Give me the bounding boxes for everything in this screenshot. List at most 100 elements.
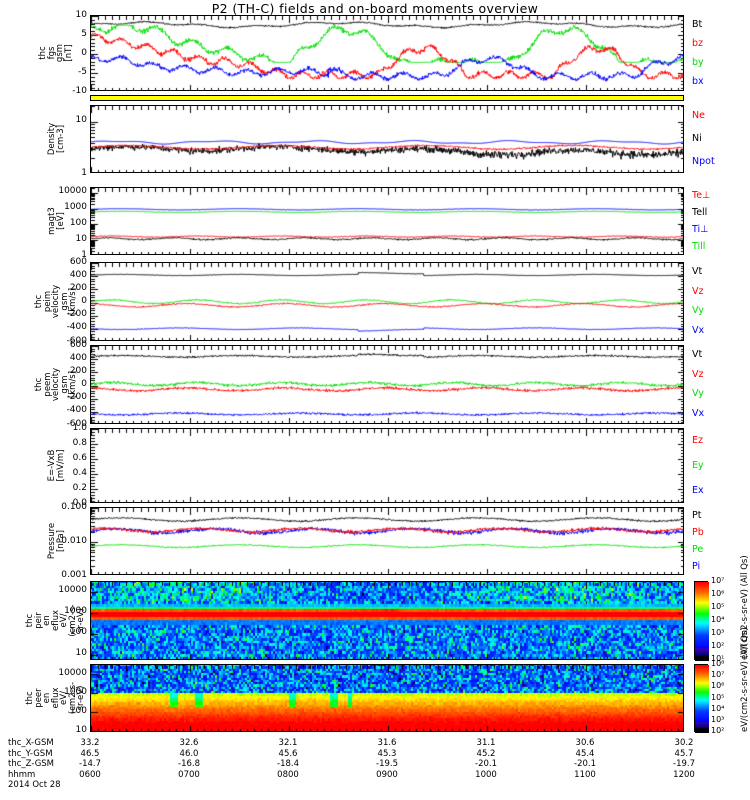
peer-colorbar-canvas — [695, 665, 709, 733]
panel-efield-canvas — [91, 429, 683, 502]
xaxis-rowlabel-thc_X-GSM: thc_X-GSM — [8, 738, 54, 748]
colorbar-tick-1-4: 10⁴ — [711, 703, 725, 713]
legend-magt3-Till: Till — [692, 240, 706, 252]
legend-peim_velocity-Vx: Vx — [692, 325, 705, 337]
panel-pressure — [90, 507, 684, 575]
colorbar-tick-1-3: 10⁵ — [711, 692, 725, 702]
legend-magt3-Tell: Tell — [692, 206, 708, 218]
ytick-peer_spec-2: 100 — [69, 705, 87, 716]
ytick-peem_velocity-6: -600 — [66, 418, 87, 429]
legend-fgs-bz: bz — [692, 37, 704, 49]
legend-density-Ne: Ne — [692, 110, 705, 122]
ytick-peim_velocity-4: -200 — [66, 309, 87, 320]
panel-magt3 — [90, 187, 684, 255]
colorbar-tick-1-1: 10⁷ — [711, 670, 725, 680]
xaxis-rowlabel-thc_Z-GSM: thc_Z-GSM — [8, 759, 55, 769]
xaxis-value-thc_X-GSM-2: 32.1 — [278, 738, 298, 748]
colorbar-tick-0-0: 10⁷ — [711, 576, 725, 585]
xaxis-value-thc_Y-GSM-5: 45.4 — [575, 748, 595, 759]
legend-peim_velocity-Vt: Vt — [692, 265, 703, 277]
ytick-peer_spec-3: 10 — [75, 724, 87, 735]
xaxis-value-thc_Y-GSM-2: 45.6 — [278, 748, 298, 759]
panel-peim_velocity-canvas — [91, 263, 683, 340]
xaxis-value-thc_X-GSM-6: 30.2 — [674, 738, 694, 748]
ytick-peem_velocity-3: 0 — [81, 379, 87, 389]
xaxis-value-thc_Y-GSM-4: 45.2 — [476, 748, 496, 759]
legend-peem_velocity-Vy: Vy — [692, 388, 704, 400]
xaxis-date-label: 2014 Oct 28 — [8, 780, 61, 790]
legend-pressure-Pb: Pb — [692, 526, 704, 538]
xaxis-rowlabel-hhmm: hhmm — [8, 769, 36, 780]
ytick-peem_velocity-2: 200 — [69, 365, 87, 376]
ytick-peer_spec-1: 1000 — [64, 686, 87, 697]
colorbar-label-1: eV/(cm2-s-sr-eV) (All Qs) — [740, 627, 750, 732]
ylabel-density: Density [cm-3] — [46, 122, 66, 156]
xaxis-value-hhmm-2: 0800 — [277, 769, 299, 780]
data-availability-bar — [90, 95, 684, 101]
panel-peer_spec — [90, 664, 684, 732]
panel-fgs — [90, 15, 684, 91]
xaxis-value-thc_X-GSM-4: 31.1 — [476, 738, 496, 748]
ytick-peem_velocity-5: -400 — [66, 405, 87, 416]
ytick-fgs-1: 5 — [81, 28, 87, 39]
page-title: P2 (TH-C) fields and on-board moments ov… — [211, 1, 539, 16]
colorbar-tick-0-1: 10⁶ — [711, 589, 725, 598]
xaxis-value-thc_Z-GSM-6: -19.7 — [673, 759, 695, 769]
colorbar-peir-colorbar — [694, 581, 709, 661]
xaxis-value-thc_Z-GSM-3: -19.5 — [376, 759, 398, 769]
ytick-peem_velocity-1: 400 — [69, 352, 87, 363]
panel-peem_velocity — [90, 345, 684, 424]
ytick-peir_spec-2: 100 — [69, 627, 87, 638]
xaxis-value-hhmm-6: 1200 — [673, 769, 695, 780]
ytick-peim_velocity-5: -400 — [66, 322, 87, 333]
xaxis-rowlabel-thc_Y-GSM: thc_Y-GSM — [8, 748, 53, 759]
ytick-peem_velocity-4: -200 — [66, 392, 87, 403]
legend-peem_velocity-Vx: Vx — [692, 408, 705, 420]
legend-fgs-by: by — [692, 56, 704, 68]
panel-density-canvas — [91, 106, 683, 172]
ytick-fgs-2: 0 — [81, 47, 87, 58]
ytick-fgs-3: -5 — [78, 66, 87, 77]
legend-peim_velocity-Vy: Vy — [692, 305, 704, 317]
panel-efield — [90, 428, 684, 503]
colorbar-peer-colorbar — [694, 664, 709, 733]
xaxis-value-thc_X-GSM-1: 32.6 — [179, 738, 199, 748]
ytick-peim_velocity-0: 600 — [69, 256, 87, 267]
ytick-efield-3: 0.4 — [72, 467, 87, 478]
panel-peir_spec — [90, 581, 684, 660]
xaxis-value-hhmm-0: 0600 — [79, 769, 101, 780]
ytick-magt3-2: 100 — [69, 217, 87, 228]
xaxis-value-thc_Z-GSM-1: -16.8 — [178, 759, 200, 769]
colorbar-tick-0-5: 10² — [711, 641, 725, 650]
ytick-magt3-3: 10 — [75, 233, 87, 244]
colorbar-tick-1-6: 10² — [711, 726, 725, 735]
xaxis-value-hhmm-4: 1000 — [475, 769, 497, 780]
colorbar-tick-0-2: 10⁵ — [711, 602, 725, 611]
panel-peem_velocity-canvas — [91, 346, 683, 423]
ytick-peim_velocity-1: 400 — [69, 269, 87, 280]
legend-density-Npot: Npot — [692, 155, 715, 167]
ytick-peir_spec-0: 10000 — [58, 585, 87, 596]
legend-peem_velocity-Vz: Vz — [692, 368, 704, 380]
legend-peim_velocity-Vz: Vz — [692, 285, 704, 297]
xaxis-value-hhmm-5: 1100 — [574, 769, 596, 780]
ytick-magt3-1: 1000 — [64, 202, 87, 213]
xaxis-value-thc_X-GSM-5: 30.6 — [575, 738, 595, 748]
ytick-magt3-0: 10000 — [58, 186, 87, 197]
legend-pressure-Pe: Pe — [692, 543, 704, 555]
legend-efield-Ey: Ey — [692, 459, 704, 471]
xaxis-value-thc_Z-GSM-2: -18.4 — [277, 759, 299, 769]
ytick-peir_spec-3: 10 — [75, 648, 87, 659]
xaxis-value-hhmm-3: 0900 — [376, 769, 398, 780]
ytick-pressure-2: 0.001 — [61, 569, 87, 580]
ytick-density-1: 1 — [81, 167, 87, 178]
legend-magt3-Te: Te⊥ — [692, 189, 711, 201]
xaxis-value-thc_Y-GSM-6: 45.7 — [674, 748, 694, 759]
ytick-fgs-0: 10 — [75, 9, 87, 20]
panel-density — [90, 105, 684, 173]
ytick-peer_spec-0: 10000 — [58, 667, 87, 678]
xaxis-value-thc_X-GSM-3: 31.6 — [377, 738, 397, 748]
ytick-peim_velocity-6: -600 — [66, 335, 87, 346]
ytick-peem_velocity-0: 600 — [69, 339, 87, 350]
